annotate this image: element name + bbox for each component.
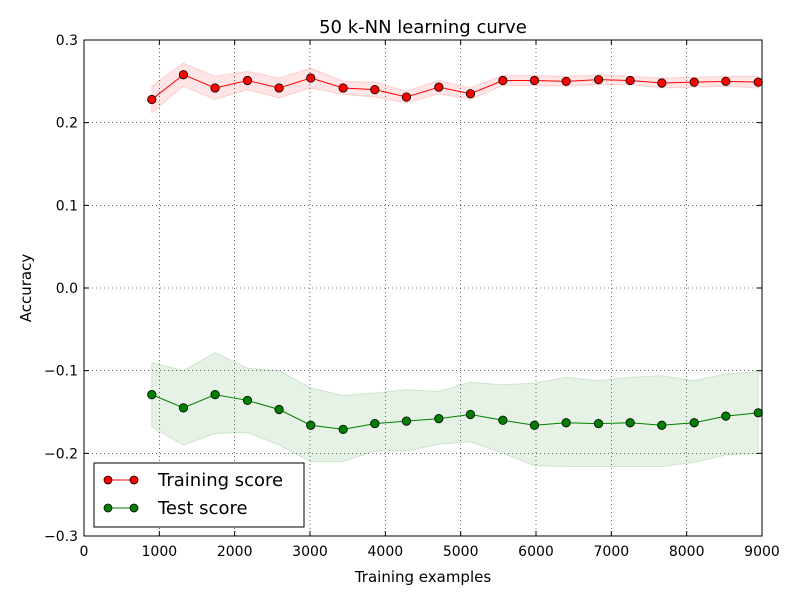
legend-marker-test	[129, 503, 139, 513]
confidence-bands	[151, 62, 759, 468]
series-line-1	[151, 394, 759, 430]
data-point-0	[338, 83, 348, 93]
legend-label-test: Test score	[157, 498, 248, 519]
x-axis-label: Training examples	[354, 568, 492, 586]
y-tick-labels: −0.3 −0.2 −0.1 0.0 0.1 0.2 0.3	[44, 33, 78, 545]
legend-entry-test: Test score	[103, 498, 248, 519]
series-points	[147, 70, 763, 434]
legend-marker-test	[103, 503, 113, 513]
series-lines	[151, 74, 759, 430]
legend-marker-training	[103, 475, 113, 485]
confidence-band-0	[151, 62, 759, 114]
data-point-0	[465, 89, 476, 99]
data-point-0	[274, 83, 284, 93]
data-point-0	[689, 77, 699, 87]
data-point-1	[721, 411, 731, 421]
axis-ticks	[83, 39, 763, 537]
legend-entry-training: Training score	[103, 470, 283, 491]
data-point-1	[434, 414, 444, 424]
data-point-0	[370, 85, 380, 95]
data-point-0	[721, 76, 731, 86]
data-point-1	[689, 418, 699, 428]
data-point-1	[210, 390, 220, 400]
data-point-1	[753, 408, 763, 418]
data-point-1	[498, 415, 508, 425]
data-point-0	[178, 70, 189, 80]
data-point-1	[370, 418, 380, 429]
y-tick-label: −0.2	[44, 446, 78, 462]
x-tick-label: 3000	[292, 544, 328, 560]
data-point-0	[657, 78, 667, 88]
x-tick-label: 0	[80, 544, 89, 560]
x-tick-label: 4000	[368, 544, 404, 560]
data-point-1	[274, 404, 284, 415]
legend-marker-training	[129, 475, 139, 485]
data-point-1	[242, 395, 253, 406]
x-tick-label: 5000	[443, 544, 479, 560]
x-tick-label: 9000	[744, 544, 780, 560]
data-point-1	[401, 416, 412, 426]
legend-box	[93, 462, 305, 528]
y-axis-label: Accuracy	[17, 254, 35, 323]
chart-title: 50 k-NN learning curve	[319, 17, 527, 38]
data-point-0	[625, 75, 635, 86]
data-point-1	[147, 390, 157, 400]
data-point-1	[529, 420, 540, 430]
data-point-1	[178, 403, 189, 413]
confidence-band-1	[151, 351, 759, 468]
x-tick-label: 1000	[142, 544, 178, 560]
x-tick-labels: 0 1000 2000 3000 4000 5000 6000 7000 8000 9000	[80, 544, 780, 560]
x-tick-label: 8000	[669, 544, 705, 560]
data-point-1	[465, 409, 476, 420]
data-point-1	[306, 420, 316, 430]
data-point-0	[529, 75, 540, 86]
y-tick-label: −0.1	[44, 364, 78, 380]
y-tick-label: 0.2	[56, 116, 78, 132]
data-point-0	[401, 92, 412, 102]
legend: Training score Test score	[93, 462, 305, 528]
data-point-0	[498, 75, 508, 86]
data-point-0	[210, 83, 220, 93]
series-line-0	[151, 74, 759, 100]
data-point-1	[338, 424, 348, 434]
y-tick-label: −0.3	[44, 529, 78, 545]
x-tick-label: 7000	[594, 544, 630, 560]
y-tick-label: 0.3	[56, 33, 78, 49]
data-point-0	[147, 94, 157, 105]
x-tick-label: 6000	[518, 544, 554, 560]
data-point-0	[561, 76, 571, 86]
data-point-1	[593, 418, 604, 429]
x-tick-label: 2000	[217, 544, 253, 560]
y-tick-label: 0.1	[56, 198, 78, 214]
data-point-1	[657, 420, 667, 430]
data-point-1	[561, 418, 571, 428]
data-point-0	[242, 75, 253, 86]
grid-lines	[84, 40, 762, 536]
data-point-1	[625, 418, 635, 428]
y-tick-label: 0.0	[56, 281, 78, 297]
data-point-0	[434, 82, 444, 92]
data-point-0	[753, 77, 763, 87]
legend-label-training: Training score	[157, 470, 283, 491]
data-point-0	[306, 73, 316, 83]
data-point-0	[593, 75, 604, 85]
